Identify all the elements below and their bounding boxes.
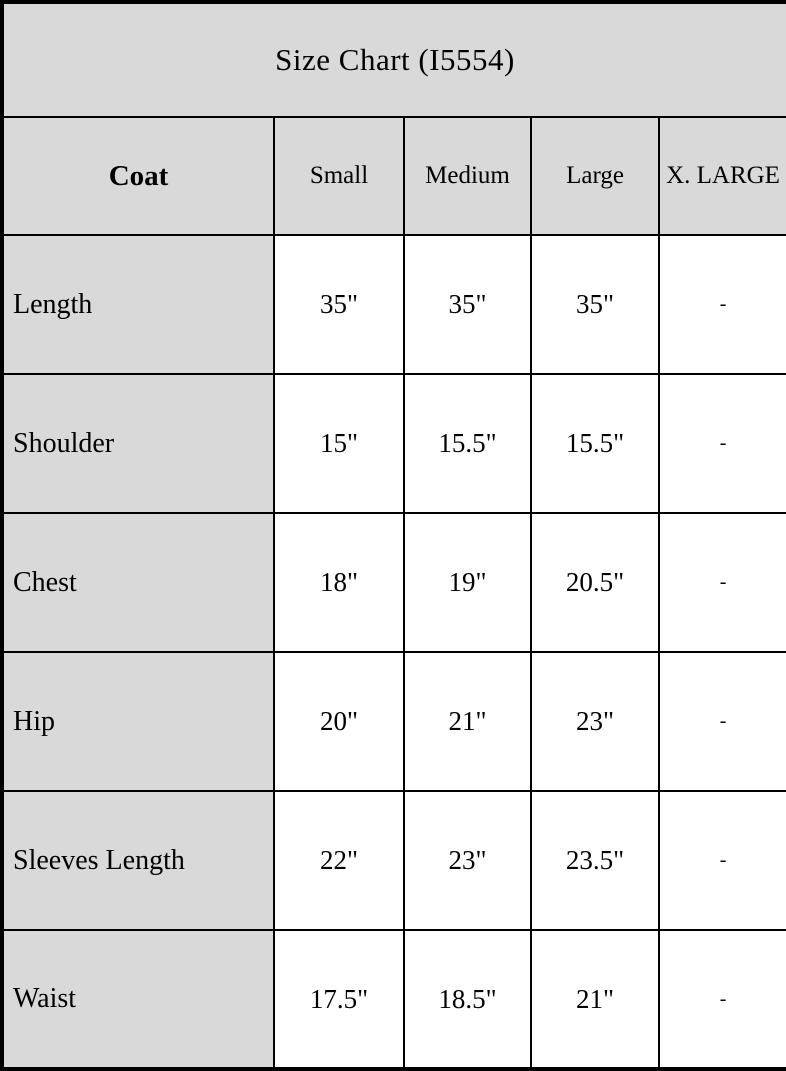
table-row-length: Length 35" 35" 35" - — [1, 234, 786, 375]
corner-header-coat: Coat — [1, 116, 275, 236]
row-label-sleeves-length: Sleeves Length — [1, 790, 275, 931]
cell-hip-medium: 21" — [403, 651, 532, 792]
cell-sleeves-medium: 23" — [403, 790, 532, 931]
cell-chest-xlarge: - — [657, 512, 786, 653]
cell-chest-large: 20.5" — [530, 512, 660, 653]
title-row: Size Chart (I5554) — [0, 1, 786, 118]
cell-length-large: 35" — [530, 234, 660, 375]
cell-sleeves-large: 23.5" — [530, 790, 660, 931]
row-label-length: Length — [1, 234, 275, 375]
table-row-waist: Waist 17.5" 18.5" 21" - — [1, 929, 786, 1070]
cell-length-medium: 35" — [403, 234, 532, 375]
column-header-large: Large — [530, 116, 660, 236]
cell-waist-large: 21" — [530, 929, 660, 1070]
cell-sleeves-xlarge: - — [657, 790, 786, 931]
cell-shoulder-xlarge: - — [657, 373, 786, 514]
column-header-medium: Medium — [403, 116, 532, 236]
table-row-sleeves-length: Sleeves Length 22" 23" 23.5" - — [1, 790, 786, 931]
cell-hip-large: 23" — [530, 651, 660, 792]
cell-waist-xlarge: - — [657, 929, 786, 1070]
cell-length-xlarge: - — [657, 234, 786, 375]
cell-shoulder-large: 15.5" — [530, 373, 660, 514]
cell-shoulder-medium: 15.5" — [403, 373, 532, 514]
table-row-chest: Chest 18" 19" 20.5" - — [1, 512, 786, 653]
cell-hip-small: 20" — [273, 651, 405, 792]
column-header-small: Small — [273, 116, 405, 236]
row-label-shoulder: Shoulder — [1, 373, 275, 514]
row-label-waist: Waist — [1, 929, 275, 1070]
row-label-hip: Hip — [1, 651, 275, 792]
table-row-shoulder: Shoulder 15" 15.5" 15.5" - — [1, 373, 786, 514]
cell-chest-small: 18" — [273, 512, 405, 653]
chart-title: Size Chart (I5554) — [0, 1, 786, 118]
cell-hip-xlarge: - — [657, 651, 786, 792]
column-header-xlarge: X. LARGE — [657, 116, 786, 236]
cell-waist-medium: 18.5" — [403, 929, 532, 1070]
row-label-chest: Chest — [1, 512, 275, 653]
table-row-hip: Hip 20" 21" 23" - — [1, 651, 786, 792]
cell-shoulder-small: 15" — [273, 373, 405, 514]
cell-length-small: 35" — [273, 234, 405, 375]
cell-waist-small: 17.5" — [273, 929, 405, 1070]
cell-sleeves-small: 22" — [273, 790, 405, 931]
cell-chest-medium: 19" — [403, 512, 532, 653]
header-row: Coat Small Medium Large X. LARGE — [1, 116, 786, 236]
